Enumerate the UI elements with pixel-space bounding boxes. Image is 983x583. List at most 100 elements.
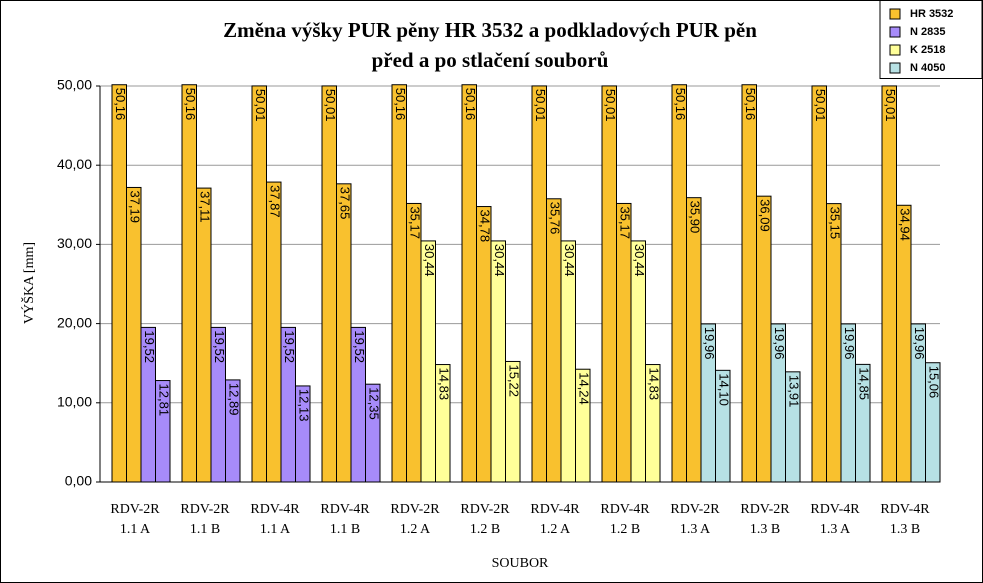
y-axis-label: VÝŠKA [mm] xyxy=(20,242,37,324)
y-tick-label: 10,00 xyxy=(57,394,92,410)
value-label: 19,52 xyxy=(282,330,297,363)
bar xyxy=(575,368,591,483)
value-label: 50,16 xyxy=(463,88,478,121)
value-label: 50,01 xyxy=(253,89,268,122)
value-label: 19,96 xyxy=(842,327,857,360)
bar xyxy=(896,204,912,483)
bar xyxy=(785,371,801,483)
value-label: 35,17 xyxy=(617,206,632,239)
legend-swatch xyxy=(889,44,901,56)
value-label: 37,19 xyxy=(127,190,142,223)
value-label: 19,52 xyxy=(352,330,367,363)
chart-title: Změna výšky PUR pěny HR 3532 a podkladov… xyxy=(223,18,757,42)
bar xyxy=(181,84,197,483)
bar xyxy=(616,202,632,483)
y-tick-label: 20,00 xyxy=(57,314,92,330)
value-label: 19,52 xyxy=(212,330,227,363)
bar xyxy=(531,85,547,483)
value-label: 12,81 xyxy=(156,384,171,417)
bar xyxy=(671,84,687,483)
value-label: 37,65 xyxy=(337,187,352,220)
value-label: 13,91 xyxy=(786,375,801,408)
bar xyxy=(126,186,142,483)
y-tick-label: 40,00 xyxy=(57,156,92,172)
bar xyxy=(505,360,521,483)
bar xyxy=(925,362,941,483)
value-label: 35,15 xyxy=(827,207,842,240)
bar xyxy=(855,363,871,483)
value-label: 19,52 xyxy=(142,330,157,363)
value-label: 50,16 xyxy=(113,88,128,121)
legend-label: N 4050 xyxy=(910,62,945,74)
value-label: 37,11 xyxy=(197,191,212,223)
x-axis-label: SOUBOR xyxy=(492,556,549,571)
x-tick-label: RDV-2R xyxy=(670,502,720,517)
bar xyxy=(560,240,576,483)
x-tick-label: RDV-2R xyxy=(390,502,440,517)
value-label: 50,16 xyxy=(673,88,688,121)
value-label: 50,01 xyxy=(883,89,898,122)
value-label: 12,13 xyxy=(296,389,311,422)
y-tick-label: 30,00 xyxy=(57,235,92,251)
legend-label: N 2835 xyxy=(910,26,945,38)
x-tick-label: RDV-2R xyxy=(460,502,510,517)
bar xyxy=(630,240,646,483)
value-label: 14,83 xyxy=(646,368,661,401)
value-label: 50,16 xyxy=(393,88,408,121)
bar xyxy=(406,202,422,483)
value-label: 14,24 xyxy=(576,372,591,405)
value-label: 35,90 xyxy=(687,201,702,234)
x-tick-label: 1.3 B xyxy=(750,522,780,537)
chart-title: před a po stlačení souborů xyxy=(372,48,609,72)
bar xyxy=(321,85,337,483)
x-tick-label: RDV-4R xyxy=(320,502,370,517)
bar xyxy=(155,380,171,483)
value-label: 30,44 xyxy=(492,244,507,277)
bar xyxy=(686,197,702,483)
legend-label: K 2518 xyxy=(910,44,945,56)
x-tick-label: RDV-4R xyxy=(530,502,580,517)
bar xyxy=(811,85,827,483)
bar xyxy=(111,84,127,483)
value-label: 50,01 xyxy=(323,89,338,122)
x-tick-label: RDV-4R xyxy=(600,502,650,517)
value-label: 12,89 xyxy=(226,383,241,416)
x-tick-label: 1.1 B xyxy=(190,522,220,537)
bar xyxy=(196,187,212,483)
bar xyxy=(435,364,451,483)
bar xyxy=(420,240,436,483)
bar xyxy=(645,364,661,483)
x-tick-label: RDV-2R xyxy=(180,502,230,517)
x-tick-label: 1.2 B xyxy=(610,522,640,537)
value-label: 50,01 xyxy=(813,89,828,122)
value-label: 50,16 xyxy=(743,88,758,121)
value-label: 50,16 xyxy=(183,88,198,121)
value-label: 37,87 xyxy=(267,185,282,218)
bar xyxy=(826,203,842,483)
value-label: 19,96 xyxy=(912,327,927,360)
value-label: 34,94 xyxy=(897,208,912,241)
x-tick-label: RDV-4R xyxy=(250,502,300,517)
bar xyxy=(391,84,407,483)
value-label: 14,85 xyxy=(856,367,871,400)
value-label: 35,17 xyxy=(407,206,422,239)
value-label: 12,35 xyxy=(366,387,381,420)
x-tick-label: 1.3 A xyxy=(680,522,711,537)
value-label: 50,01 xyxy=(533,89,548,122)
bar xyxy=(266,181,282,483)
value-label: 15,06 xyxy=(926,366,941,399)
bar xyxy=(756,195,772,483)
bar xyxy=(546,198,562,483)
x-tick-label: 1.3 B xyxy=(890,522,920,537)
x-tick-label: 1.1 A xyxy=(260,522,291,537)
x-tick-label: RDV-4R xyxy=(880,502,930,517)
x-tick-label: RDV-2R xyxy=(110,502,160,517)
value-label: 36,09 xyxy=(757,199,772,232)
bar xyxy=(365,383,381,483)
value-label: 30,44 xyxy=(422,244,437,277)
y-tick-label: 0,00 xyxy=(65,473,92,489)
x-tick-label: 1.1 A xyxy=(120,522,151,537)
bar xyxy=(601,85,617,483)
value-label: 50,01 xyxy=(603,89,618,122)
